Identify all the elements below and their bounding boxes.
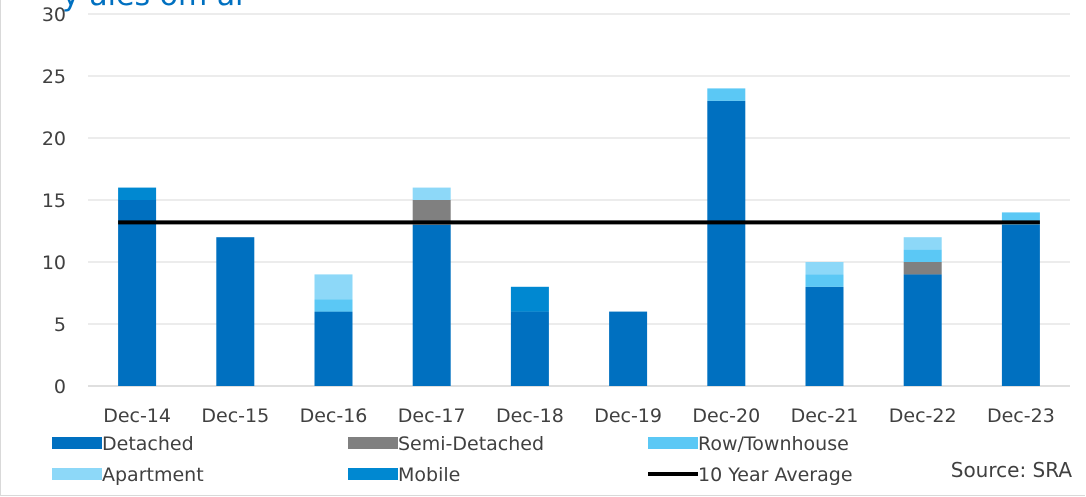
y-tick-label: 15 — [42, 190, 66, 212]
bar-detached-dec-17 — [412, 224, 451, 386]
legend-label-detached: Detached — [102, 433, 194, 455]
y-tick-label: 5 — [54, 314, 66, 336]
x-tick-label: Dec-19 — [594, 405, 662, 427]
y-tick-label: 25 — [42, 66, 66, 88]
legend-label-mobile: Mobile — [398, 464, 460, 486]
legend-swatch-detached — [52, 437, 102, 449]
bar-mobile-dec-14 — [118, 187, 157, 200]
legend-swatch-semi-detached — [348, 437, 398, 449]
bar-row-townhouse-dec-20 — [707, 88, 746, 101]
legend-label-row-townhouse: Row/Townhouse — [698, 433, 849, 455]
y-tick-label: 10 — [42, 252, 66, 274]
legend-swatch-mobile — [348, 468, 398, 480]
x-axis: Dec-14 Dec-15 Dec-16 Dec-17 Dec-18 Dec-19 Dec-… — [103, 405, 1055, 427]
x-tick-label: Dec-22 — [889, 405, 957, 427]
y-tick-label: 0 — [54, 376, 66, 398]
source-note: Source: SRA — [951, 458, 1073, 482]
x-tick-label: Dec-18 — [496, 405, 564, 427]
bar-detached-dec-18 — [510, 311, 549, 386]
legend-swatch-row-townhouse — [648, 437, 698, 449]
bar-detached-dec-19 — [609, 311, 648, 386]
x-tick-label: Dec-14 — [103, 405, 171, 427]
x-tick-label: Dec-20 — [692, 405, 760, 427]
bar-detached-dec-14 — [118, 200, 157, 386]
y-tick-label: 30 — [42, 4, 66, 26]
x-tick-label: Dec-15 — [201, 405, 269, 427]
bar-detached-dec-22 — [903, 274, 942, 386]
x-tick-label: Dec-21 — [791, 405, 859, 427]
legend-label-10-year-average: 10 Year Average — [698, 464, 853, 486]
bars — [118, 88, 1040, 387]
y-axis: 0 5 10 15 20 25 30 — [42, 4, 66, 398]
x-tick-label: Dec-23 — [987, 405, 1055, 427]
bar-detached-dec-15 — [216, 237, 255, 386]
legend: Detached Semi-Detached Row/Townhouse Apartm… — [52, 433, 853, 486]
bar-apartment-dec-17 — [412, 187, 451, 200]
bar-apartment-dec-22 — [903, 237, 942, 250]
bar-detached-dec-21 — [805, 286, 844, 386]
bar-row-townhouse-dec-16 — [314, 299, 353, 312]
y-tick-label: 20 — [42, 128, 66, 150]
bar-detached-dec-23 — [1001, 224, 1040, 386]
legend-label-semi-detached: Semi-Detached — [398, 433, 544, 455]
x-tick-label: Dec-17 — [398, 405, 466, 427]
bar-apartment-dec-21 — [805, 262, 844, 275]
bar-mobile-dec-18 — [510, 286, 549, 312]
legend-swatch-apartment — [52, 468, 102, 480]
bar-detached-dec-20 — [707, 100, 746, 387]
bar-row-townhouse-dec-22 — [903, 249, 942, 262]
chart-title-cropped: y ales om ar — [62, 0, 247, 13]
bar-row-townhouse-dec-21 — [805, 274, 844, 287]
bar-apartment-dec-16 — [314, 274, 353, 300]
bar-semi-detached-dec-22 — [903, 262, 942, 275]
bar-detached-dec-16 — [314, 311, 353, 386]
legend-label-apartment: Apartment — [102, 464, 204, 486]
x-tick-label: Dec-16 — [300, 405, 368, 427]
